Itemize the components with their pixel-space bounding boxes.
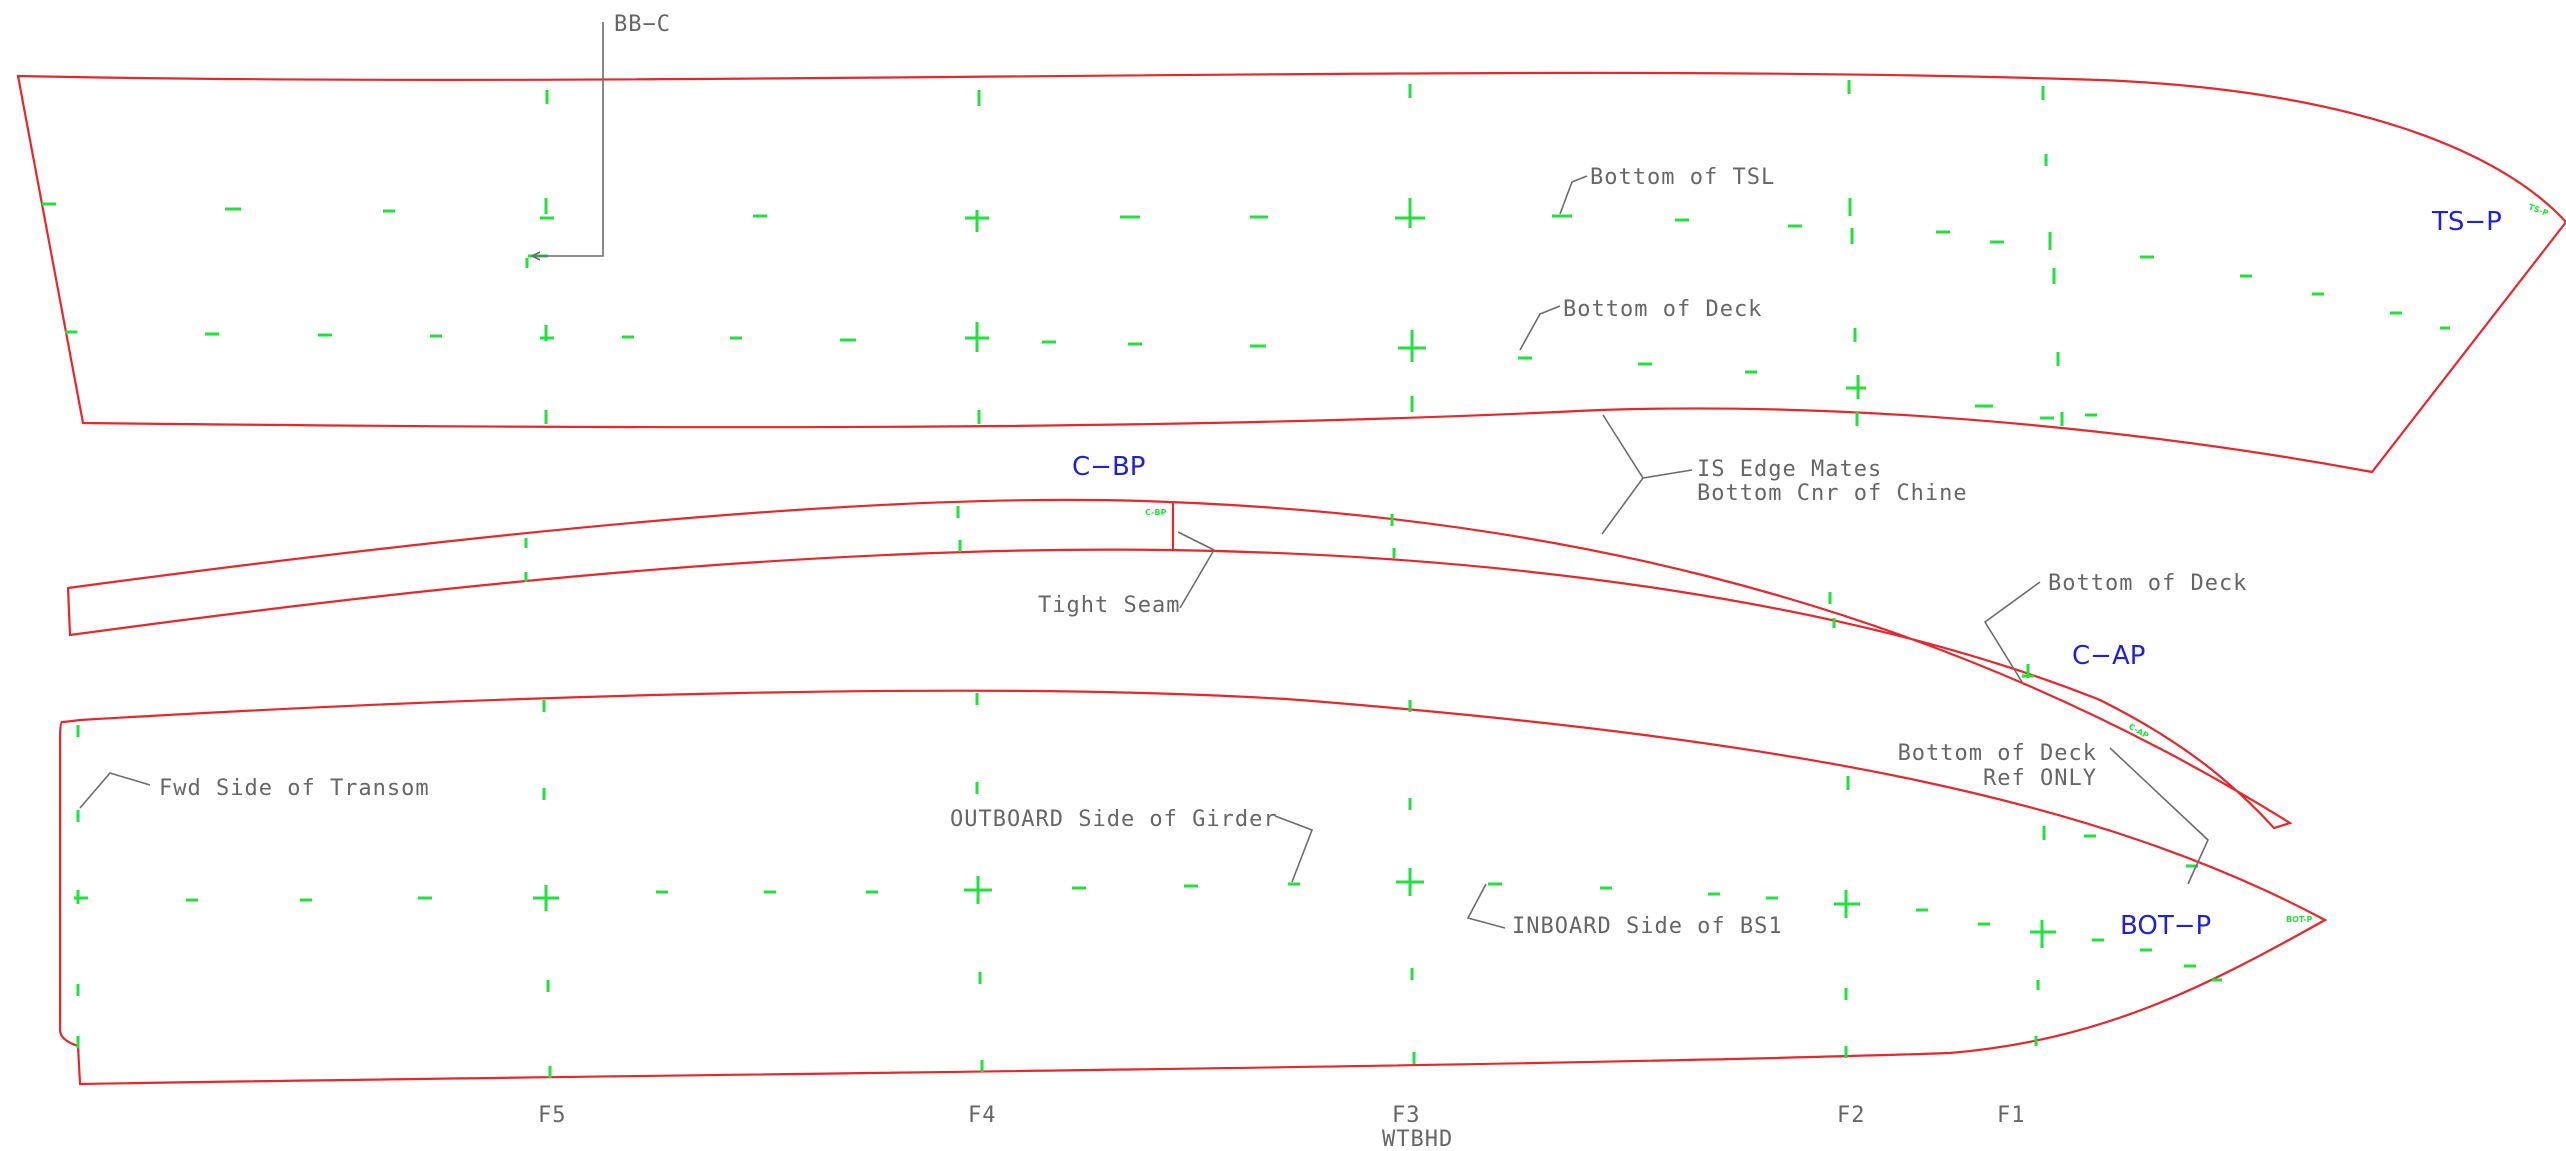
inboard-bs1-leader — [1466, 883, 1506, 929]
ts-p-f1-marks — [2041, 86, 2064, 426]
ts-p-plate-outline — [16, 71, 2566, 474]
bot-p-f1-marks — [2030, 826, 2056, 1046]
ts-p-f5-marks — [525, 90, 554, 424]
bot-p-transom-marks — [74, 725, 88, 1048]
bb-c-note: BB−C — [614, 12, 671, 37]
c-ap-label: C−AP — [2072, 641, 2145, 671]
ts-p-f3-marks — [1395, 84, 1426, 412]
is-edge-leader-top — [1602, 414, 1693, 479]
fwd-side-transom-note: Fwd Side of Transom — [159, 776, 430, 801]
bottom-of-tsl-leader — [1559, 175, 1588, 215]
c-bp-tag: C-BP — [1145, 508, 1166, 517]
tight-seam-note: Tight Seam — [1038, 593, 1180, 618]
c-bp-plate-outline — [66, 498, 2293, 830]
is-edge-note-line2: Bottom Cnr of Chine — [1697, 481, 1968, 506]
bb-c-arrow — [530, 251, 541, 261]
is-edge-leader-bottom — [1601, 477, 1644, 535]
inboard-bs1-note: INBOARD Side of BS1 — [1512, 914, 1783, 939]
bottom-of-deck-dashes — [65, 330, 2097, 420]
bot-p-plate-outline — [58, 689, 2328, 1086]
outboard-girder-note: OUTBOARD Side of Girder — [950, 807, 1278, 832]
bottom-of-deck-chine-leader — [1983, 581, 2041, 683]
ts-p-tag: TS-P — [2527, 202, 2549, 217]
fwd-transom-leader — [79, 772, 151, 809]
bot-p-f2-marks — [1834, 776, 1860, 1058]
ref-only-leader — [2109, 747, 2209, 885]
bottom-of-deck-top-note: Bottom of Deck — [1563, 297, 1762, 322]
ts-p-marks: TS-P — [42, 80, 2550, 426]
c-bp-station-marks — [524, 506, 2034, 678]
tight-seam-leader — [1177, 531, 1216, 609]
ts-p-f2-marks — [1846, 80, 1866, 426]
bot-p-bs1-dashes — [186, 834, 2222, 982]
bottom-of-deck-chine-note: Bottom of Deck — [2048, 571, 2247, 596]
frame-label-f5: F5 — [538, 1103, 567, 1128]
bot-p-f4-marks — [964, 693, 992, 1072]
ref-only-note-line2: Ref ONLY — [1983, 766, 2097, 791]
bottom-of-deck-top-leader — [1519, 305, 1561, 351]
leader-lines — [79, 22, 2209, 929]
bot-p-label: BOT−P — [2120, 911, 2211, 941]
bottom-of-tsl-dashes — [42, 202, 2450, 330]
is-edge-note-line1: IS Edge Mates — [1697, 457, 1882, 482]
frame-label-f1: F1 — [1997, 1103, 2026, 1128]
ts-p-f4-marks — [965, 90, 989, 424]
bot-p-f3-marks — [1396, 700, 1424, 1064]
bottom-of-tsl-note: Bottom of TSL — [1590, 165, 1775, 190]
ts-p-label: TS−P — [2431, 207, 2502, 237]
c-bp-label: C−BP — [1072, 452, 1145, 482]
frame-label-f3-wtbhd: WTBHD — [1382, 1127, 1453, 1151]
bot-p-marks: BOT-P — [74, 693, 2313, 1078]
frame-label-f3: F3 — [1392, 1103, 1421, 1128]
bot-p-f5-marks — [533, 700, 559, 1078]
c-bp-marks: C-BP C-AP — [524, 506, 2150, 741]
ref-only-note-line1: Bottom of Deck — [1898, 741, 2097, 766]
frame-label-f2: F2 — [1837, 1103, 1866, 1128]
frame-label-f4: F4 — [968, 1103, 997, 1128]
bot-p-tag: BOT-P — [2286, 915, 2313, 924]
bb-c-leader — [532, 22, 604, 257]
outboard-girder-leader — [1274, 815, 1314, 883]
